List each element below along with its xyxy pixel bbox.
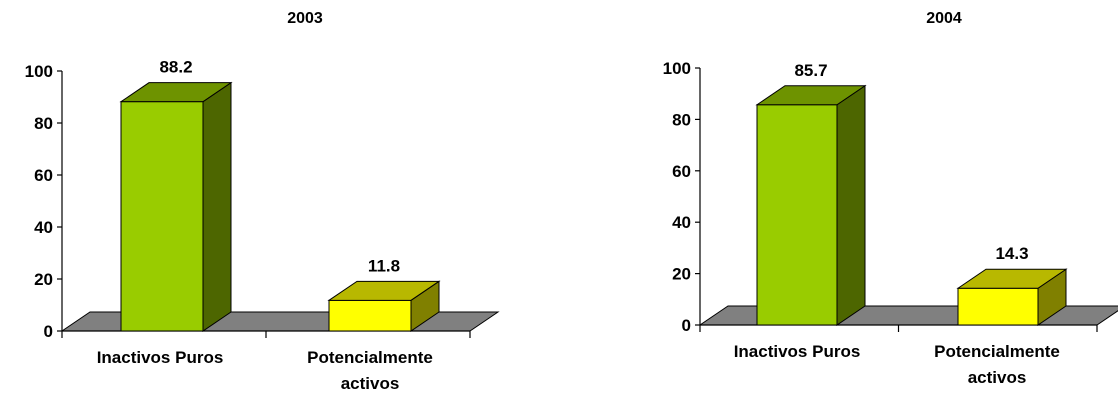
y-tick-label: 100: [25, 62, 53, 81]
y-tick-label: 20: [672, 265, 691, 284]
category-label: Potencialmente: [307, 348, 433, 367]
chart-2004: 2004 0 20 40 60 80 100 85.7 Inactivos Puros 14.3 P…: [663, 10, 1118, 387]
bar-top: [327, 280, 441, 301]
y-tick-label: 80: [34, 114, 53, 133]
bar-front: [957, 287, 1039, 326]
category-label: Inactivos Puros: [97, 348, 224, 367]
chart-title: 2004: [926, 10, 962, 27]
bar-front: [328, 299, 412, 332]
bar-side: [836, 84, 866, 326]
bar-2: [956, 268, 1068, 326]
bar-1: [755, 84, 867, 326]
data-label: 88.2: [159, 58, 192, 77]
category-label: Potencialmente: [934, 342, 1060, 361]
y-tick-label: 100: [663, 59, 691, 78]
bar-front: [756, 104, 838, 326]
bar-top: [755, 85, 867, 106]
y-tick-label: 20: [34, 270, 53, 289]
y-tick-label: 0: [682, 316, 691, 335]
bar-top: [119, 82, 233, 103]
y-tick-label: 80: [672, 110, 691, 129]
bar-1: [119, 81, 233, 332]
bar-2: [327, 280, 441, 332]
y-tick-label: 60: [672, 162, 691, 181]
category-label: activos: [968, 368, 1027, 387]
data-label: 85.7: [794, 61, 827, 80]
y-tick-label: 40: [34, 218, 53, 237]
bar-top: [956, 268, 1068, 289]
data-label: 11.8: [368, 256, 400, 275]
chart-2003: 2003 0 20 40 60 80 100 88.2 Inactivos Puros 11.8 P…: [25, 10, 500, 393]
y-tick-label: 0: [44, 322, 53, 341]
y-tick-label: 60: [34, 166, 53, 185]
bar-side: [202, 81, 232, 332]
category-label: activos: [341, 374, 400, 393]
category-label: Inactivos Puros: [734, 342, 861, 361]
data-label: 14.3: [995, 244, 1028, 263]
y-tick-label: 40: [672, 213, 691, 232]
bar-front: [120, 101, 204, 332]
chart-title: 2003: [287, 10, 323, 27]
